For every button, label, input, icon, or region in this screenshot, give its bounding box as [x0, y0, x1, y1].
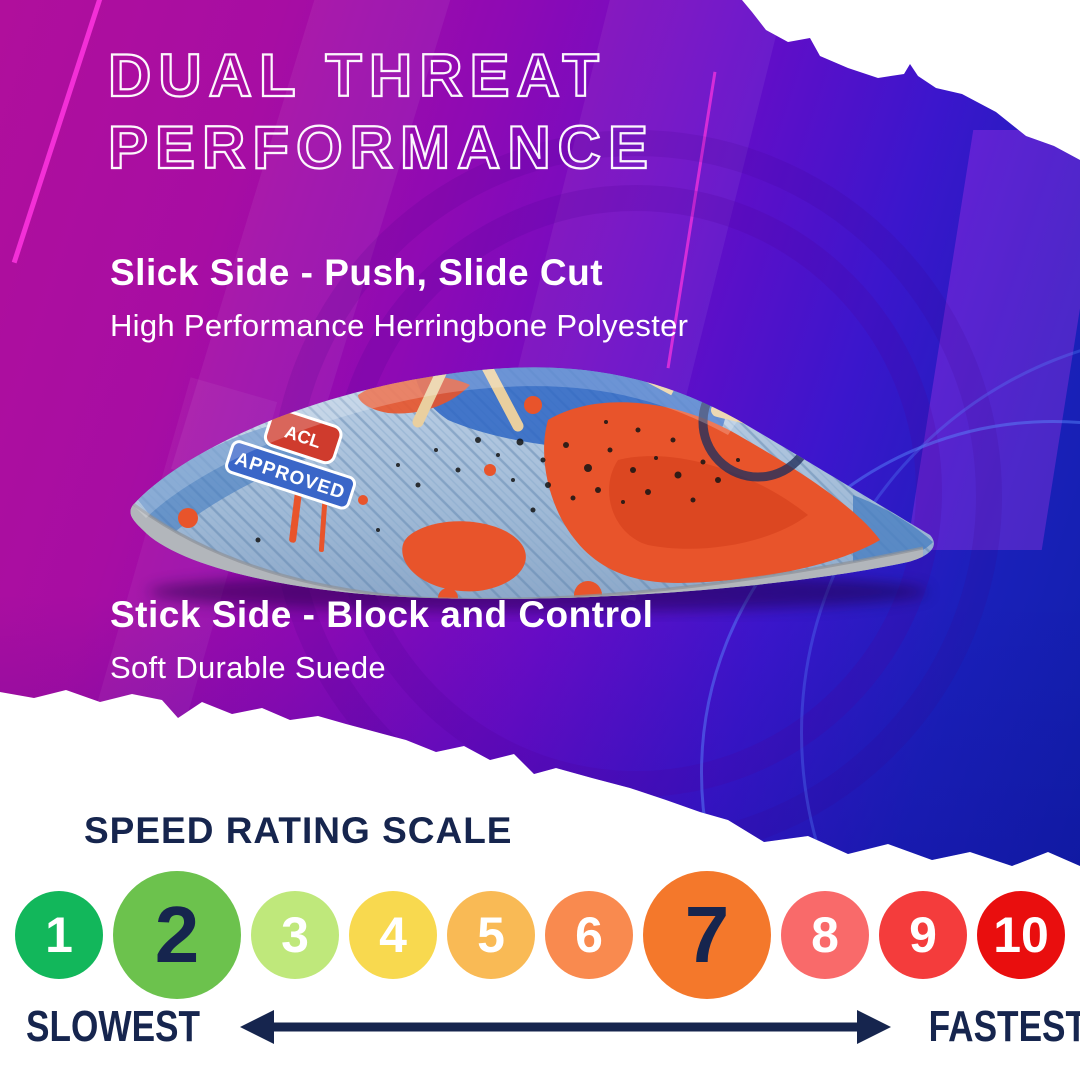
page-title: DUAL THREAT PERFORMANCE — [107, 40, 656, 184]
title-line-2: PERFORMANCE — [107, 113, 656, 182]
speed-rating-6: 6 — [545, 891, 633, 979]
speed-rating-5: 5 — [447, 891, 535, 979]
speed-rating-3: 3 — [251, 891, 339, 979]
speed-rating-8: 8 — [781, 891, 869, 979]
speed-rating-4: 4 — [349, 891, 437, 979]
stick-side-heading: Stick Side - Block and Control — [110, 594, 654, 635]
title-line-1: DUAL THREAT — [107, 41, 607, 110]
slowest-label: SLOWEST — [26, 1002, 201, 1051]
speed-scale-row: 1 2 3 4 5 6 7 8 9 10 — [0, 868, 1080, 1002]
speed-rating-7: 7 — [643, 871, 771, 999]
speed-rating-1: 1 — [15, 891, 103, 979]
pink-streak — [11, 0, 110, 264]
speed-arrow-wrap — [224, 1006, 907, 1048]
cornhole-bag-image: ACL APPROVED — [130, 367, 934, 612]
speed-rating-10: 10 — [977, 891, 1065, 979]
stick-side-subheading: Soft Durable Suede — [110, 650, 386, 685]
slick-side-block: Slick Side - Push, Slide Cut High Perfor… — [110, 252, 688, 344]
speed-scale-heading: SPEED RATING SCALE — [84, 810, 513, 851]
slick-side-subheading: High Performance Herringbone Polyester — [110, 308, 689, 343]
speed-rating-9: 9 — [879, 891, 967, 979]
fastest-label: FASTEST — [928, 1002, 1080, 1051]
suede-underside — [130, 500, 923, 599]
slick-side-heading: Slick Side - Push, Slide Cut — [110, 252, 604, 293]
stick-side-block: Stick Side - Block and Control Soft Dura… — [110, 594, 653, 686]
double-arrow-icon — [239, 1010, 891, 1044]
speed-scale-footer: SLOWEST FASTEST — [0, 998, 1080, 1056]
speed-rating-2: 2 — [113, 871, 241, 999]
